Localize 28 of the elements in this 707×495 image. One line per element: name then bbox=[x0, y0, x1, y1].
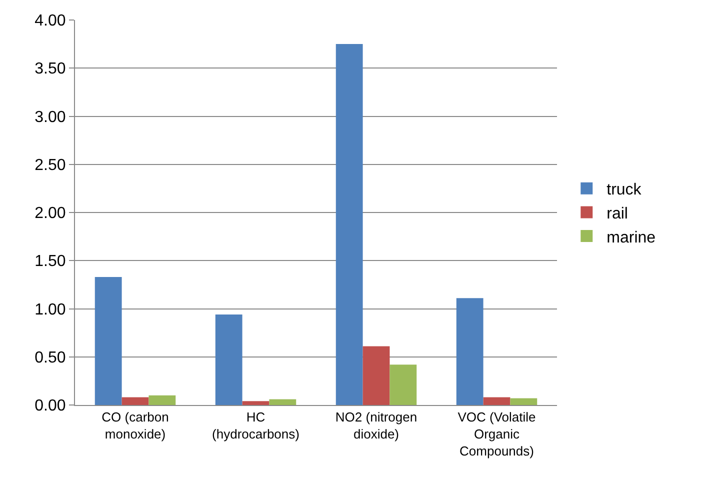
bar bbox=[94, 276, 122, 405]
legend-label: rail bbox=[606, 205, 628, 222]
y-tick-label: 4.00 bbox=[34, 12, 66, 30]
y-tick-label: 1.50 bbox=[34, 253, 66, 270]
y-tick-label: 0.50 bbox=[34, 349, 66, 366]
y-tick-label: 2.00 bbox=[34, 205, 66, 222]
y-tick-label: 3.50 bbox=[34, 60, 66, 78]
x-tick-label: CO (carbon monoxide) bbox=[102, 410, 169, 442]
bar bbox=[122, 397, 149, 405]
bar bbox=[483, 397, 510, 405]
bar bbox=[336, 44, 363, 405]
bar bbox=[510, 398, 538, 405]
legend-label: truck bbox=[606, 182, 642, 199]
x-tick-label: HC (hydrocarbons) bbox=[212, 410, 300, 442]
y-tick-label: 0.00 bbox=[34, 398, 66, 415]
bar bbox=[362, 346, 390, 405]
bar bbox=[456, 298, 484, 405]
bar bbox=[242, 401, 270, 405]
bar bbox=[390, 364, 417, 405]
bar bbox=[215, 314, 242, 405]
y-tick-label: 1.00 bbox=[34, 301, 66, 318]
y-tick-label: 3.00 bbox=[34, 108, 66, 126]
bar bbox=[269, 399, 296, 405]
y-tick-label: 2.50 bbox=[34, 156, 66, 174]
legend-label: marine bbox=[606, 229, 656, 246]
x-tick-label: NO2 (nitrogen dioxide) bbox=[335, 410, 418, 442]
x-tick-label: VOC (Volatile Organic Compounds) bbox=[458, 410, 536, 458]
bar bbox=[148, 395, 176, 405]
